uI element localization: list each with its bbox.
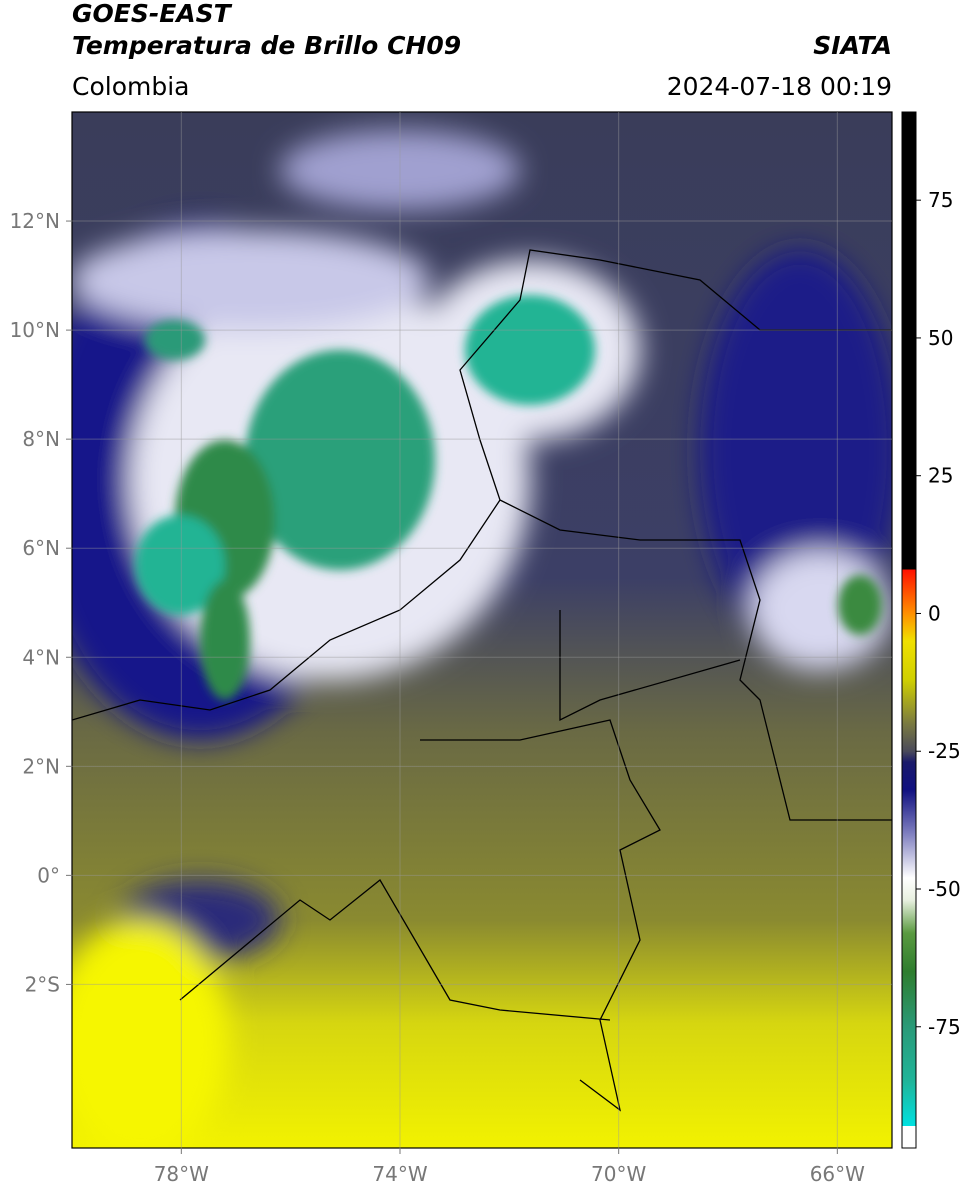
y-tick-label: 6°N bbox=[22, 536, 60, 560]
colorbar-tick-label: 50 bbox=[928, 326, 953, 350]
map-frame bbox=[71, 111, 893, 1149]
subtitle: Temperatura de Brillo CH09 bbox=[72, 31, 461, 60]
x-tick-label: 70°W bbox=[591, 1162, 646, 1186]
y-tick-label: 12°N bbox=[10, 209, 60, 233]
colorbar bbox=[901, 111, 917, 1149]
y-tick-label: 2°N bbox=[22, 754, 60, 778]
y-tick-label: 2°S bbox=[25, 972, 60, 996]
y-tick-label: 0° bbox=[37, 863, 60, 887]
region: Colombia bbox=[72, 72, 189, 101]
y-tick-label: 10°N bbox=[10, 318, 60, 342]
colorbar-tick-label: 0 bbox=[928, 601, 941, 625]
satellite-image bbox=[72, 112, 892, 1148]
x-tick-label: 66°W bbox=[810, 1162, 865, 1186]
colorbar-tick-label: -25 bbox=[928, 739, 961, 763]
y-tick-label: 8°N bbox=[22, 427, 60, 451]
x-tick-label: 78°W bbox=[154, 1162, 209, 1186]
colorbar-tick-label: -50 bbox=[928, 877, 961, 901]
colorbar-tick-label: 25 bbox=[928, 464, 953, 488]
y-tick-label: 4°N bbox=[22, 645, 60, 669]
colorbar-tick-label: 75 bbox=[928, 188, 953, 212]
datetime: 2024-07-18 00:19 bbox=[667, 72, 892, 101]
colorbar-tick-label: -75 bbox=[928, 1015, 961, 1039]
title: GOES-EAST bbox=[72, 0, 233, 28]
source: SIATA bbox=[813, 31, 892, 60]
x-tick-label: 74°W bbox=[372, 1162, 427, 1186]
